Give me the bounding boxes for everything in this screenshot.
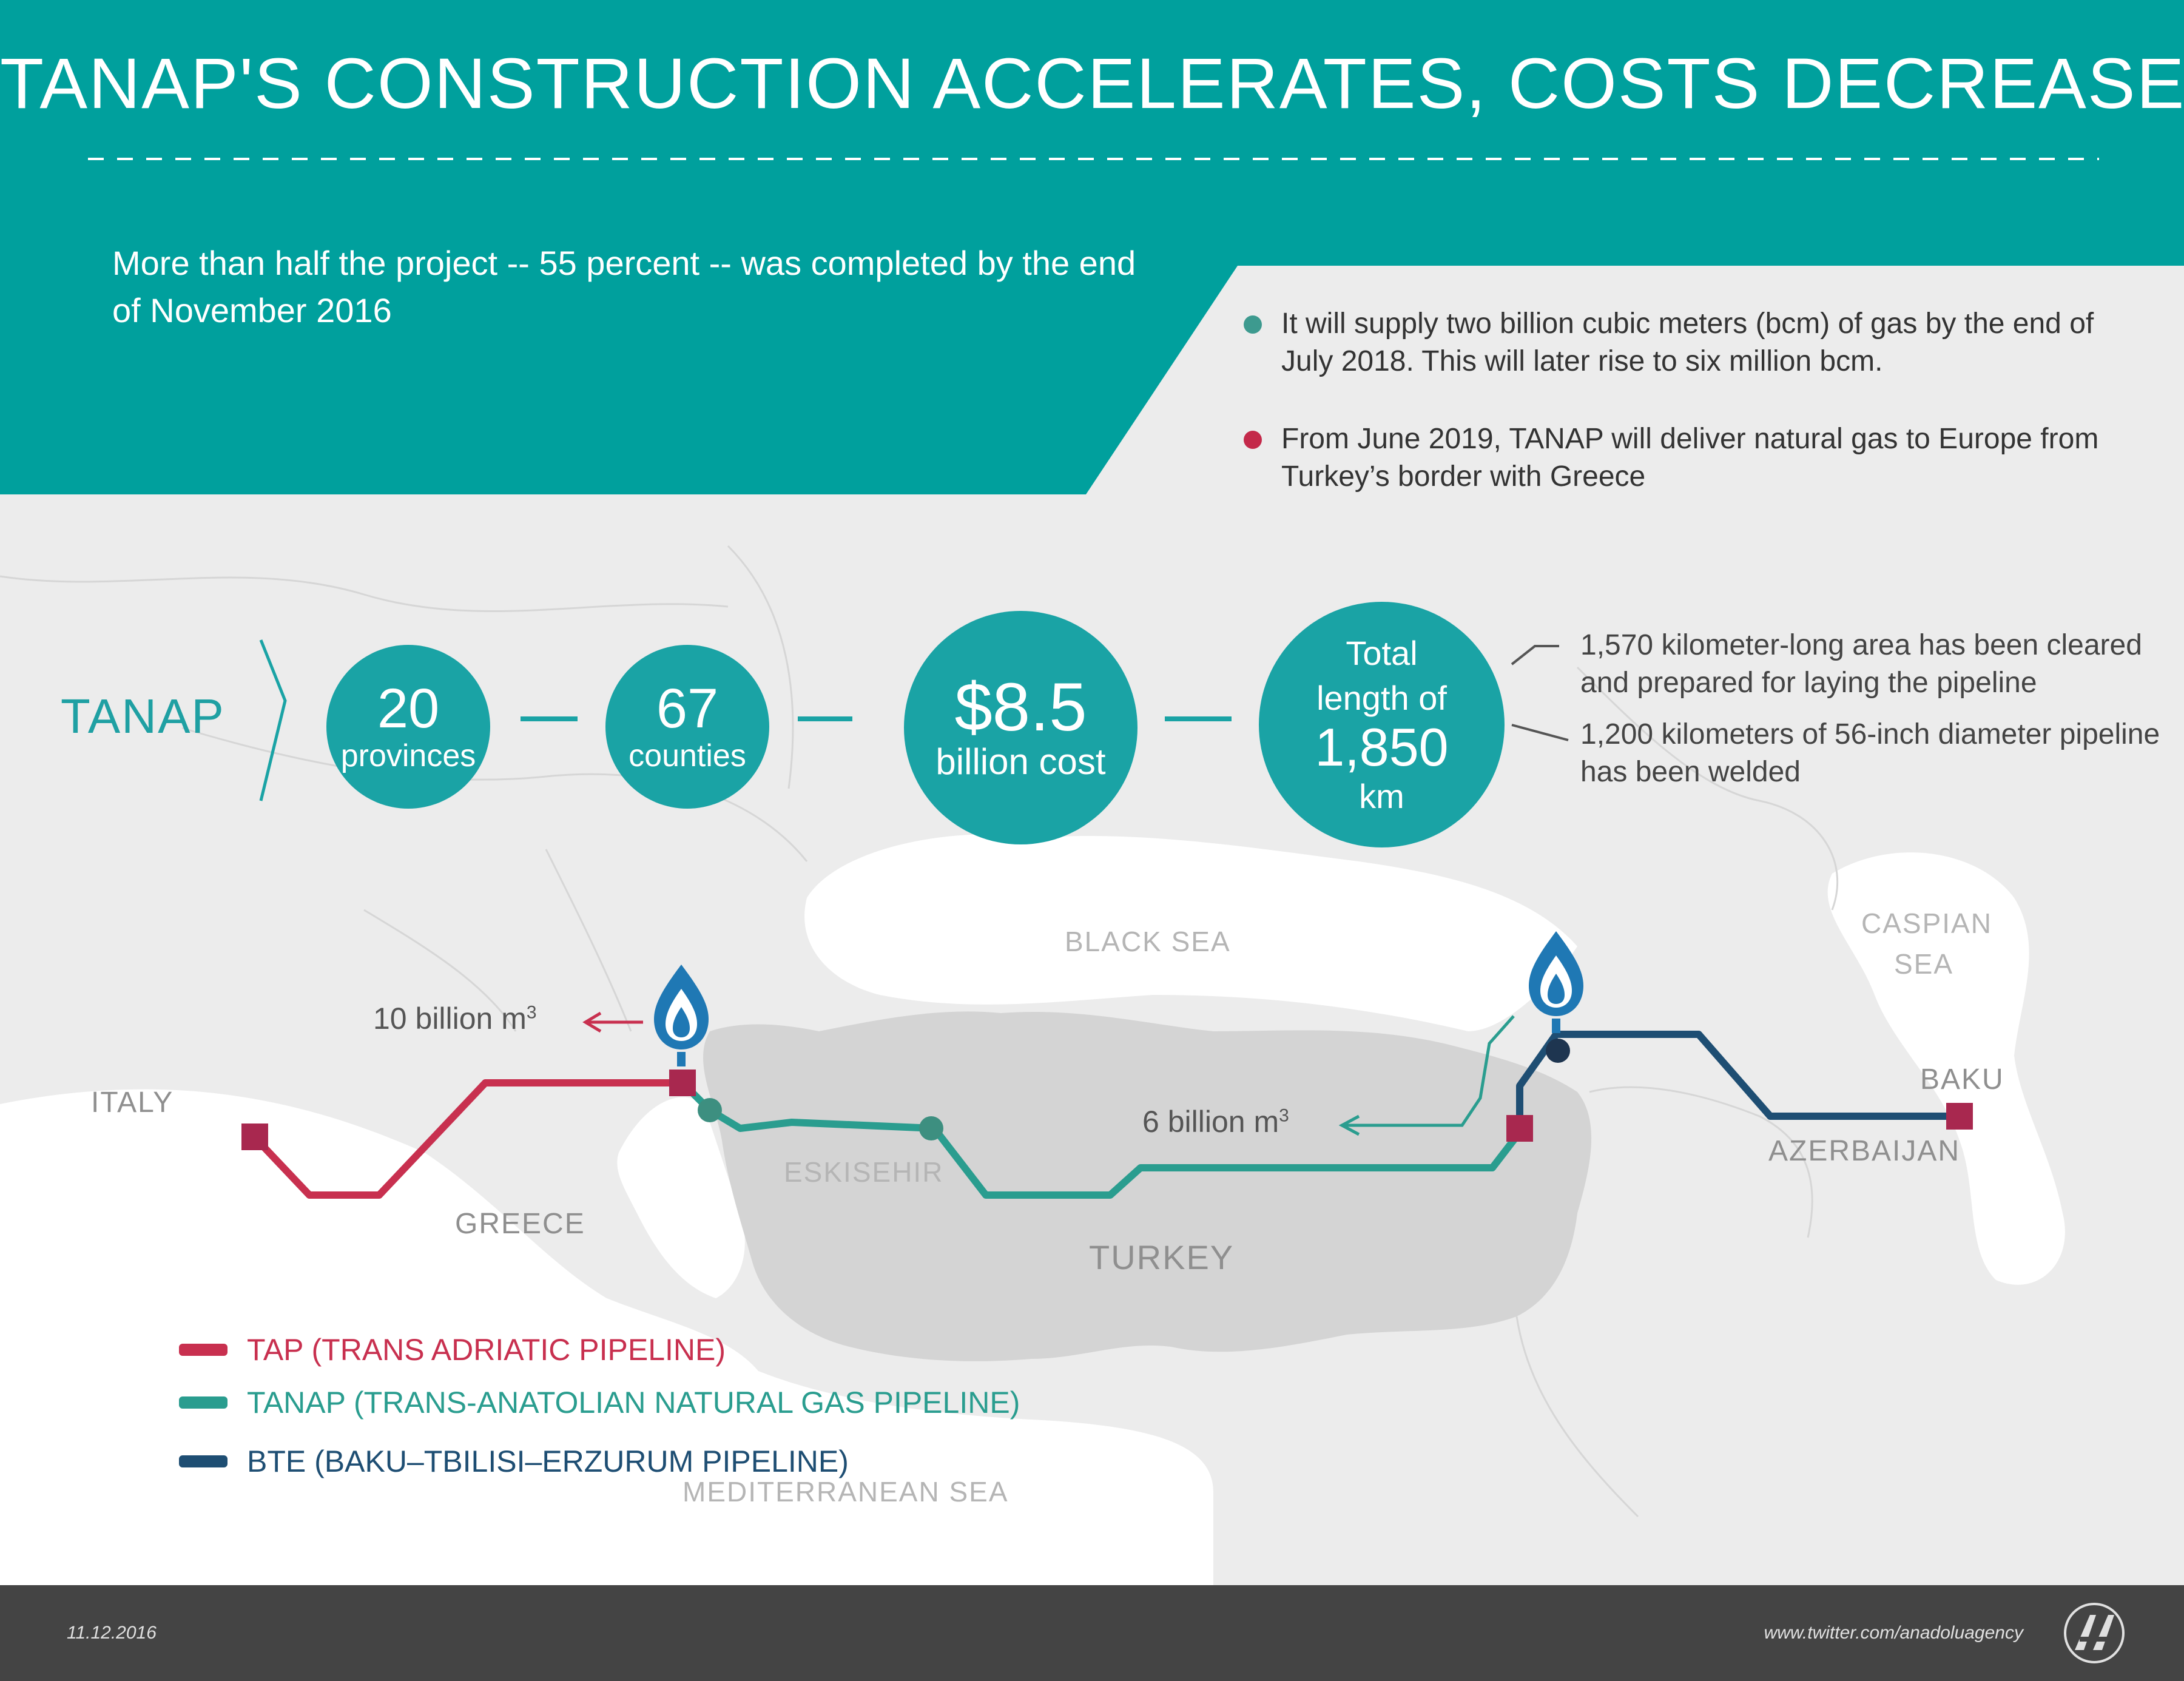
volume-turkey-exp: 3 bbox=[1279, 1105, 1289, 1126]
page-title: TANAP'S CONSTRUCTION ACCELERATES, COSTS … bbox=[0, 44, 2184, 124]
label-turkey: TURKEY bbox=[1089, 1238, 1235, 1276]
length-value: 1,850 bbox=[1315, 716, 1449, 777]
legend-swatch-bte bbox=[179, 1455, 228, 1467]
cost-label: billion cost bbox=[935, 741, 1106, 782]
volume-turkey-value: 6 billion m bbox=[1142, 1105, 1279, 1139]
turkey-arrow bbox=[1338, 1015, 1515, 1136]
fact-text: It will supply two billion cubic meters … bbox=[1281, 308, 2094, 377]
volume-europe: 10 billion m3 bbox=[373, 1001, 537, 1036]
country-borders bbox=[0, 545, 1839, 1518]
tanap-label: TANAP bbox=[61, 689, 225, 743]
header-panel bbox=[0, 0, 2184, 494]
label-italy: ITALY bbox=[91, 1086, 174, 1119]
stat-length: Total length of 1,850 km bbox=[1259, 602, 1505, 847]
label-azerbaijan: AZERBAIJAN bbox=[1768, 1135, 1961, 1167]
tanap-chevron bbox=[259, 639, 287, 801]
note-welded: 1,200 kilometers of 56-inch diameter pip… bbox=[1580, 718, 2160, 788]
footer-url[interactable]: www.twitter.com/anadoluagency bbox=[1764, 1623, 2023, 1643]
aegean-water bbox=[617, 1097, 745, 1298]
provinces-label: provinces bbox=[340, 738, 476, 773]
terminal-turkey-georgia-border bbox=[1506, 1115, 1533, 1142]
tap-pipeline bbox=[252, 1079, 682, 1199]
junction-dot-erzurum bbox=[1546, 1039, 1570, 1063]
gas-flame-icon bbox=[1529, 931, 1583, 1033]
note-pointers bbox=[1511, 645, 1569, 741]
bte-pipeline bbox=[1516, 1031, 1960, 1128]
turkey-land bbox=[703, 1011, 1592, 1361]
footer-date: 11.12.2016 bbox=[67, 1623, 157, 1643]
stat-counties: 67 counties bbox=[605, 645, 769, 809]
label-black-sea: BLACK SEA bbox=[1065, 926, 1231, 957]
counties-value: 67 bbox=[656, 678, 719, 739]
volume-europe-value: 10 billion m bbox=[373, 1002, 527, 1036]
terminal-italy bbox=[241, 1123, 268, 1150]
legend-swatch-tanap bbox=[179, 1396, 228, 1409]
label-mediterranean-sea: MEDITERRANEAN SEA bbox=[682, 1476, 1009, 1508]
bullet-dot-teal bbox=[1244, 315, 1262, 334]
length-unit: km bbox=[1359, 776, 1404, 815]
note-cleared: 1,570 kilometer-long area has been clear… bbox=[1580, 629, 2142, 699]
legend-label-tap: TAP (TRANS ADRIATIC PIPELINE) bbox=[247, 1333, 726, 1367]
footer: 11.12.2016 www.twitter.com/anadoluagency bbox=[0, 1585, 2184, 1681]
label-greece: GREECE bbox=[455, 1208, 585, 1240]
terminal-baku bbox=[1946, 1103, 1973, 1130]
mediterranean-water bbox=[0, 1089, 1213, 1585]
counties-label: counties bbox=[629, 738, 746, 773]
provinces-value: 20 bbox=[377, 678, 440, 739]
junction-dot-greece bbox=[698, 1098, 722, 1122]
bullet-dot-red bbox=[1244, 431, 1262, 449]
anadolu-agency-logo-icon bbox=[2064, 1603, 2125, 1663]
label-eskisehir: ESKISEHIR bbox=[784, 1156, 944, 1188]
cost-value: $8.5 bbox=[954, 669, 1087, 745]
label-caspian-sea-2: SEA bbox=[1894, 948, 1954, 980]
volume-europe-exp: 3 bbox=[526, 1002, 537, 1023]
label-baku: BAKU bbox=[1920, 1063, 2004, 1096]
europe-arrow bbox=[582, 1011, 643, 1033]
caspian-sea-water bbox=[1827, 852, 2065, 1285]
length-line2: length of bbox=[1316, 678, 1447, 717]
intro-text: More than half the project -- 55 percent… bbox=[112, 244, 1136, 329]
fact-text: From June 2019, TANAP will deliver natur… bbox=[1281, 423, 2099, 493]
gas-flame-icon bbox=[654, 965, 709, 1066]
volume-turkey: 6 billion m3 bbox=[1142, 1104, 1289, 1139]
stat-provinces: 20 provinces bbox=[326, 645, 490, 809]
legend-label-bte: BTE (BAKU–TBILISI–ERZURUM PIPELINE) bbox=[247, 1444, 849, 1478]
junction-dot-eskisehir bbox=[919, 1116, 943, 1140]
length-line1: Total bbox=[1346, 633, 1418, 672]
legend-label-tanap: TANAP (TRANS-ANATOLIAN NATURAL GAS PIPEL… bbox=[247, 1386, 1020, 1420]
label-caspian-sea-1: CASPIAN bbox=[1861, 908, 1992, 939]
stat-cost: $8.5 billion cost bbox=[904, 611, 1138, 844]
black-sea-water bbox=[804, 834, 1577, 1031]
terminal-turkey-greece-border bbox=[669, 1070, 696, 1096]
legend-swatch-tap bbox=[179, 1344, 228, 1356]
tanap-pipeline bbox=[679, 1080, 1526, 1199]
